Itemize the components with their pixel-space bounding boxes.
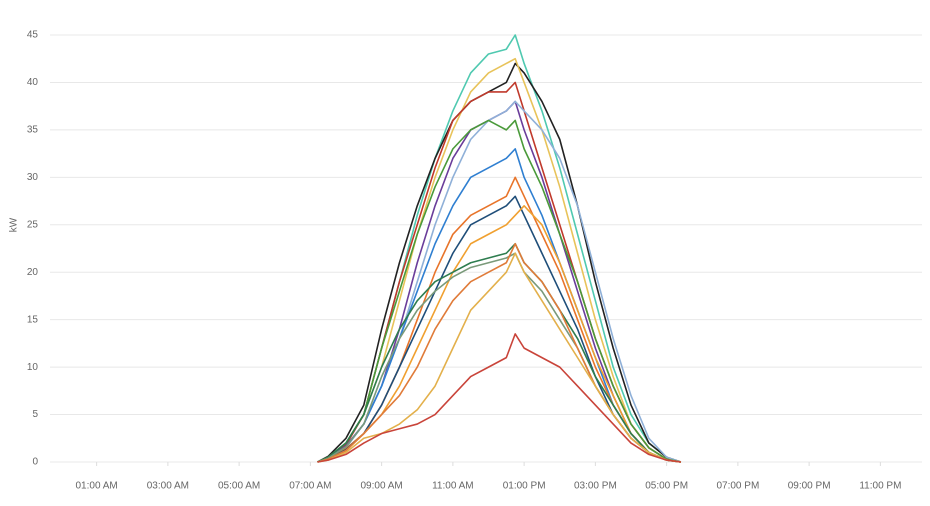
y-tick-label: 35	[27, 125, 39, 136]
series-line	[317, 242, 681, 463]
x-tick-label: 03:00 AM	[147, 481, 189, 492]
x-tick-label: 05:00 AM	[218, 481, 260, 492]
x-tick-label: 07:00 AM	[289, 481, 331, 492]
y-tick-label: 40	[27, 77, 39, 88]
x-tick-label: 01:00 PM	[503, 481, 546, 492]
series-line	[317, 62, 682, 463]
series-line	[317, 205, 681, 463]
x-tick-label: 07:00 PM	[716, 481, 759, 492]
y-tick-label: 20	[27, 267, 39, 278]
y-tick-label: 45	[27, 30, 39, 41]
x-tick-label: 09:00 PM	[788, 481, 831, 492]
y-tick-label: 0	[32, 457, 38, 468]
x-tick-label: 05:00 PM	[645, 481, 688, 492]
series-line	[317, 252, 681, 463]
x-tick-label: 11:00 PM	[859, 481, 901, 492]
x-tick-label: 11:00 AM	[432, 481, 474, 492]
y-tick-label: 10	[27, 362, 39, 373]
series-line	[317, 252, 681, 463]
series-line	[317, 242, 681, 463]
x-tick-label: 01:00 AM	[75, 481, 117, 492]
y-tick-label: 30	[27, 172, 39, 183]
y-axis-label: kW	[9, 217, 20, 232]
x-tick-label: 03:00 PM	[574, 481, 617, 492]
y-tick-label: 5	[32, 409, 38, 420]
series-line	[317, 119, 682, 463]
y-tick-label: 15	[27, 314, 39, 325]
x-tick-label: 09:00 AM	[360, 481, 402, 492]
series-line	[317, 333, 681, 463]
series-line	[317, 34, 682, 463]
y-tick-label: 25	[27, 219, 39, 230]
